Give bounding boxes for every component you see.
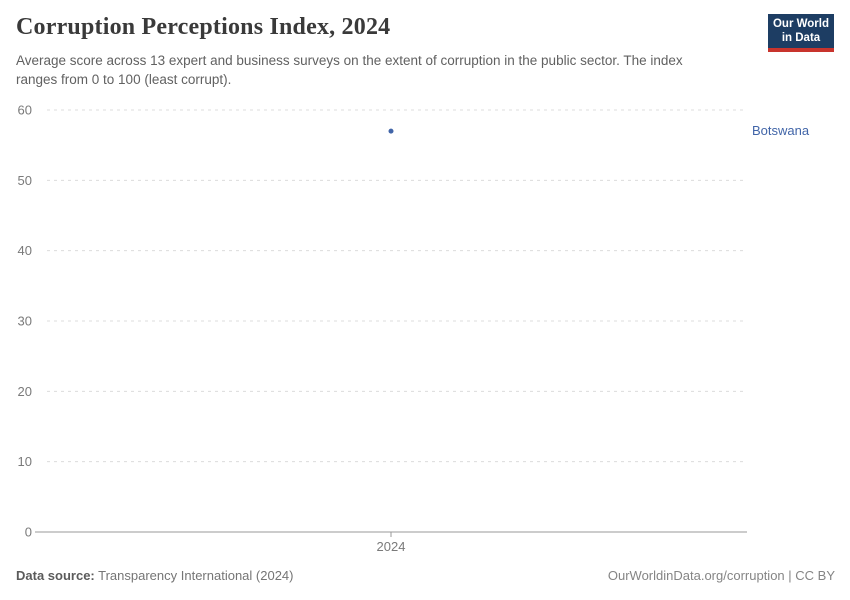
y-tick-label-60: 60: [18, 103, 32, 118]
y-tick-label-30: 30: [18, 314, 32, 329]
data-source-value: Transparency International (2024): [98, 568, 294, 583]
page-title: Corruption Perceptions Index, 2024: [16, 14, 391, 40]
data-source: Data source: Transparency International …: [16, 568, 294, 583]
y-tick-label-10: 10: [18, 454, 32, 469]
y-tick-label-50: 50: [18, 173, 32, 188]
y-tick-label-0: 0: [25, 525, 32, 540]
chart-subtitle: Average score across 13 expert and busin…: [16, 53, 683, 87]
y-tick-label-40: 40: [18, 243, 32, 258]
chart-footer: Data source: Transparency International …: [16, 568, 835, 583]
x-tick-label: 2024: [377, 539, 406, 554]
owid-logo-line1: Our World: [772, 17, 829, 30]
entity-label-botswana[interactable]: Botswana: [752, 122, 810, 138]
y-tick-label-20: 20: [18, 384, 32, 399]
owid-logo-line2: in Data: [781, 32, 821, 44]
data-point-botswana-2024[interactable]: [388, 128, 394, 134]
data-source-label: Data source:: [16, 568, 95, 583]
footer-license[interactable]: OurWorldinData.org/corruption | CC BY: [607, 568, 835, 583]
owid-logo[interactable]: Our World in Data: [768, 14, 834, 52]
chart-canvas: 0 10 20 30 40 50 60 2024: [18, 103, 747, 554]
